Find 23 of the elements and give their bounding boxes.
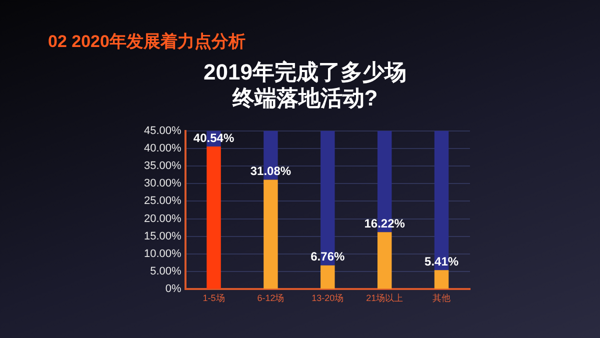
x-tick-label: 1-5场 [202, 293, 225, 304]
x-tick-label: 6-12场 [257, 293, 284, 304]
data-label: 31.08% [250, 164, 292, 178]
x-tick-label: 其他 [432, 293, 451, 304]
data-label: 6.76% [310, 250, 345, 264]
text: 2019年完成了多少场 [204, 59, 406, 84]
y-tick-label: 45.00% [144, 124, 182, 137]
data-label: 16.22% [364, 216, 406, 230]
y-tick-label: 30.00% [144, 178, 182, 190]
x-tick-label: 13-20场 [312, 293, 344, 304]
y-tick-label: 15.00% [144, 230, 182, 242]
text: 终端落地活动? [232, 86, 378, 111]
data-label: 40.54% [193, 130, 234, 145]
y-tick-label: 25.00% [144, 195, 182, 208]
y-tick-label: 0% [165, 283, 182, 296]
text: 02 2020年发展着力点分析 [48, 31, 246, 53]
y-tick-label: 20.00% [144, 212, 182, 225]
y-tick-label: 40.00% [144, 142, 182, 154]
x-tick-label: 21场以上 [366, 293, 404, 304]
y-tick-label: 35.00% [144, 160, 182, 172]
y-tick-label: 10.00% [144, 248, 182, 260]
y-tick-label: 5.00% [150, 266, 182, 278]
data-label: 5.41% [424, 254, 459, 268]
